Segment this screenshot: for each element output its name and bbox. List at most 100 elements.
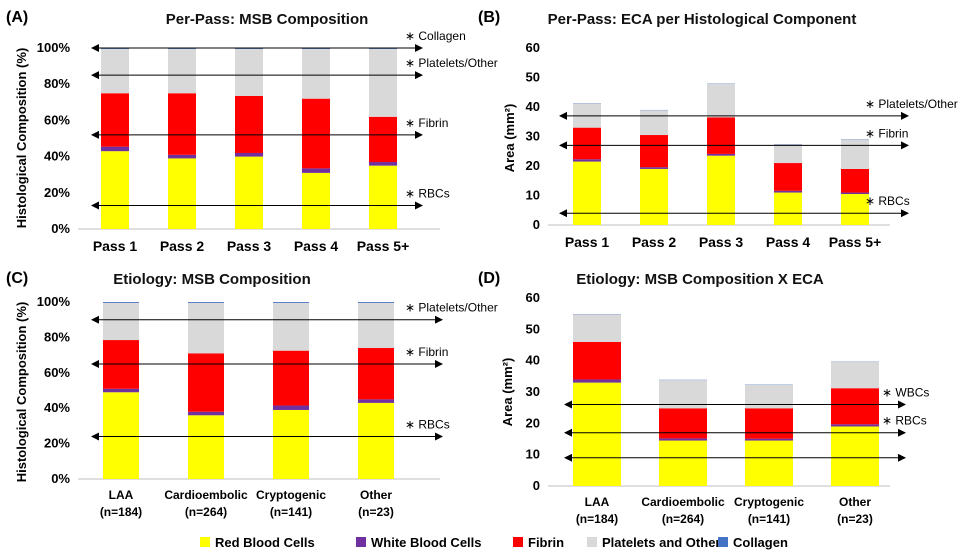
annotation-label: ∗ Fibrin bbox=[405, 116, 448, 130]
bar-segment-platelets bbox=[101, 48, 129, 94]
bar-segment-collagen bbox=[188, 302, 224, 303]
bar-segment-platelets bbox=[774, 144, 802, 164]
category-label: Pass 4 bbox=[294, 238, 339, 254]
bar-segment-wbc bbox=[369, 162, 397, 166]
bar-segment-wbc bbox=[358, 399, 394, 403]
category-sublabel: (n=23) bbox=[358, 505, 394, 519]
bar-segment-platelets bbox=[302, 48, 330, 99]
bar-segment-wbc bbox=[774, 190, 802, 193]
bar-segment-rbc bbox=[101, 151, 129, 229]
legend-label: Collagen bbox=[733, 535, 788, 550]
bar-segment-fibrin bbox=[573, 341, 621, 380]
bar-segment-rbc bbox=[188, 415, 224, 479]
y-tick-label: 0% bbox=[51, 221, 70, 236]
bar-segment-fibrin bbox=[273, 350, 309, 406]
bar-segment-platelets bbox=[369, 48, 397, 117]
legend-swatch-rbc bbox=[200, 537, 210, 547]
y-tick-label: 10 bbox=[526, 447, 540, 462]
bar-segment-wbc bbox=[573, 159, 601, 162]
bar-segment-fibrin bbox=[101, 93, 129, 147]
panel-c-letter: (C) bbox=[6, 270, 28, 287]
bar-segment-rbc bbox=[302, 172, 330, 229]
bar-segment-fibrin bbox=[369, 116, 397, 163]
category-label: Cryptogenic bbox=[256, 488, 326, 502]
bar-segment-platelets bbox=[168, 48, 196, 94]
panel-b-ylabel: Area (mm²) bbox=[502, 104, 517, 173]
bar-segment-wbc bbox=[168, 154, 196, 159]
bar-segment-rbc bbox=[369, 165, 397, 229]
y-tick-label: 20 bbox=[526, 415, 540, 430]
y-tick-label: 0 bbox=[533, 478, 540, 493]
bar-segment-platelets bbox=[188, 302, 224, 354]
bar-segment-fibrin bbox=[358, 348, 394, 400]
bar-segment-fibrin bbox=[774, 163, 802, 191]
bar-segment-wbc bbox=[235, 152, 263, 157]
category-label: Pass 1 bbox=[565, 234, 610, 250]
bar-segment-fibrin bbox=[188, 353, 224, 412]
panel-d-ylabel: Area (mm²) bbox=[500, 358, 515, 427]
bar-segment-rbc bbox=[831, 426, 879, 486]
bar-segment-rbc bbox=[640, 168, 668, 225]
y-tick-label: 40% bbox=[44, 149, 70, 164]
bar-segment-rbc bbox=[745, 440, 793, 486]
panel-b-plot: 0 10 20 30 40 50 60 Pass 1 Pass 2 Pass 3 Pass 4 Pas… bbox=[526, 40, 958, 250]
y-tick-label: 30 bbox=[526, 384, 540, 399]
y-tick-label: 20% bbox=[44, 436, 70, 451]
bar-segment-platelets bbox=[841, 139, 869, 169]
y-tick-label: 20 bbox=[526, 158, 540, 173]
bar-segment-platelets bbox=[707, 83, 735, 118]
y-tick-label: 80% bbox=[44, 76, 70, 91]
bar-segment-wbc bbox=[101, 146, 129, 152]
category-label: LAA bbox=[585, 495, 610, 509]
panel-a-title: Per-Pass: MSB Composition bbox=[166, 11, 369, 28]
bar-segment-collagen bbox=[103, 302, 139, 303]
category-sublabel: (n=264) bbox=[662, 512, 704, 526]
y-tick-label: 100% bbox=[37, 294, 71, 309]
bar-segment-rbc bbox=[235, 156, 263, 229]
panel-d-plot: 0 10 20 30 40 50 60 LAA (n=184) Cardioembolic (n=2… bbox=[526, 290, 930, 526]
bar-segment-wbc bbox=[573, 379, 621, 383]
annotation-label: ∗ RBCs bbox=[865, 194, 910, 208]
annotation-label: ∗ Fibrin bbox=[405, 345, 448, 359]
bar-segment-platelets bbox=[358, 302, 394, 349]
y-tick-label: 60% bbox=[44, 365, 70, 380]
bar-segment-wbc bbox=[831, 424, 879, 427]
annotation-label: ∗ WBCs bbox=[882, 386, 929, 400]
category-label: Other bbox=[360, 488, 392, 502]
y-tick-label: 60% bbox=[44, 112, 70, 127]
legend: Red Blood Cells White Blood Cells Fibrin Pl… bbox=[200, 535, 788, 550]
category-label: Pass 5+ bbox=[829, 234, 882, 250]
legend-label: White Blood Cells bbox=[371, 535, 482, 550]
bar-segment-platelets bbox=[273, 302, 309, 351]
bar-segment-fibrin bbox=[831, 388, 879, 425]
annotation-label: ∗ RBCs bbox=[882, 414, 927, 428]
panel-b: (B) Per-Pass: ECA per Histological Compo… bbox=[478, 9, 958, 250]
panel-b-title: Per-Pass: ECA per Histological Component bbox=[548, 11, 857, 28]
legend-label: Fibrin bbox=[528, 535, 564, 550]
annotation-label: ∗ Platelets/Other bbox=[405, 56, 498, 70]
legend-label: Red Blood Cells bbox=[215, 535, 315, 550]
y-tick-label: 100% bbox=[37, 40, 71, 55]
annotation-label: ∗ Platelets/Other bbox=[865, 97, 958, 111]
bar-segment-fibrin bbox=[745, 408, 793, 439]
bar-segment-rbc bbox=[573, 161, 601, 225]
bar-segment-rbc bbox=[659, 440, 707, 486]
bar-segment-platelets bbox=[640, 110, 668, 136]
y-tick-label: 10 bbox=[526, 188, 540, 203]
y-tick-label: 30 bbox=[526, 129, 540, 144]
bar-segment-wbc bbox=[273, 405, 309, 410]
annotation-label: ∗ Collagen bbox=[405, 29, 466, 43]
category-label: Pass 3 bbox=[227, 238, 272, 254]
category-label: Pass 1 bbox=[93, 238, 138, 254]
category-label: Pass 4 bbox=[766, 234, 811, 250]
bar-segment-fibrin bbox=[573, 127, 601, 160]
bar-segment-fibrin bbox=[302, 98, 330, 169]
category-sublabel: (n=141) bbox=[270, 505, 312, 519]
bar-segment-wbc bbox=[707, 153, 735, 156]
panel-a-ylabel: Histological Composition (%) bbox=[14, 48, 29, 229]
panel-d-title: Etiology: MSB Composition X ECA bbox=[576, 271, 824, 288]
bar-segment-fibrin bbox=[841, 168, 869, 193]
bar-segment-fibrin bbox=[640, 135, 668, 168]
y-tick-label: 40 bbox=[526, 353, 540, 368]
category-sublabel: (n=23) bbox=[837, 512, 873, 526]
